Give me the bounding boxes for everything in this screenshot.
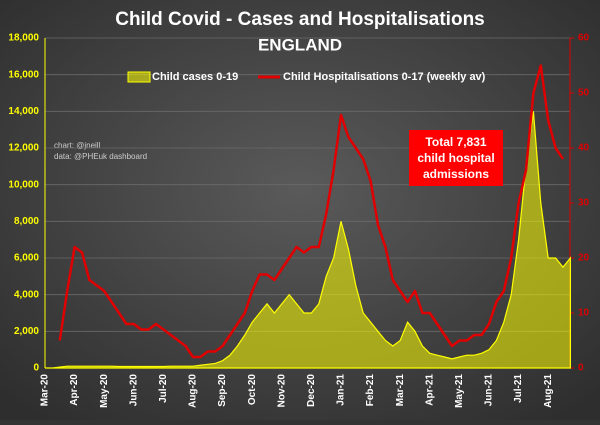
x-tick-label: Sep-20 bbox=[217, 374, 228, 407]
x-tick-label: Aug-20 bbox=[188, 374, 199, 408]
x-tick-label: Jul-20 bbox=[158, 374, 169, 403]
hospital-line bbox=[58, 64, 565, 359]
chart-title: Child Covid - Cases and Hospitalisations bbox=[115, 9, 485, 30]
x-tick-label: Apr-21 bbox=[424, 374, 435, 406]
x-tick-label: Nov-20 bbox=[276, 374, 287, 408]
y2-tick-label: 10 bbox=[578, 308, 590, 319]
x-tick-label: Mar-20 bbox=[40, 374, 51, 407]
y-tick-label: 14,000 bbox=[8, 106, 39, 117]
y2-tick-label: 20 bbox=[578, 253, 590, 264]
x-tick-label: Jun-21 bbox=[484, 374, 495, 407]
y2-tick-label: 40 bbox=[578, 143, 590, 154]
y-tick-label: 2,000 bbox=[14, 326, 39, 337]
y2-tick-label: 50 bbox=[578, 88, 590, 99]
chart-subtitle: ENGLAND bbox=[258, 35, 342, 54]
callout-text: admissions bbox=[423, 167, 489, 181]
y-tick-label: 16,000 bbox=[8, 69, 39, 80]
y-tick-label: 8,000 bbox=[14, 216, 39, 227]
y2-tick-label: 60 bbox=[578, 33, 590, 44]
y-tick-label: 4,000 bbox=[14, 289, 39, 300]
x-tick-label: Dec-20 bbox=[306, 374, 317, 407]
y-tick-label: 18,000 bbox=[8, 33, 39, 44]
x-tick-label: Jul-21 bbox=[513, 374, 524, 403]
y-tick-label: 6,000 bbox=[14, 253, 39, 264]
callout-text: child hospital bbox=[417, 151, 494, 165]
x-tick-label: Apr-20 bbox=[69, 374, 80, 406]
cases-area bbox=[45, 111, 571, 369]
callout-box bbox=[409, 130, 503, 186]
annotation: chart: @jneill bbox=[54, 141, 101, 150]
x-tick-label: Jun-20 bbox=[128, 374, 139, 407]
x-tick-label: Feb-21 bbox=[365, 374, 376, 407]
x-tick-label: Aug-21 bbox=[543, 374, 554, 408]
legend-label: Child cases 0-19 bbox=[152, 71, 238, 83]
y2-tick-label: 0 bbox=[578, 363, 584, 374]
x-tick-label: Jan-21 bbox=[336, 374, 347, 406]
legend-label: Child Hospitalisations 0-17 (weekly av) bbox=[283, 71, 486, 83]
y-tick-label: 12,000 bbox=[8, 143, 39, 154]
x-tick-label: May-20 bbox=[99, 374, 110, 408]
x-tick-label: Mar-21 bbox=[395, 374, 406, 407]
y-tick-label: 0 bbox=[33, 363, 39, 374]
x-tick-label: Oct-20 bbox=[247, 374, 258, 406]
y2-tick-label: 30 bbox=[578, 198, 590, 209]
x-tick-label: May-21 bbox=[454, 374, 465, 408]
legend-swatch bbox=[127, 71, 151, 83]
callout-text: Total 7,831 bbox=[425, 135, 486, 149]
y-tick-label: 10,000 bbox=[8, 179, 39, 190]
annotation: data: @PHEuk dashboard bbox=[54, 152, 147, 161]
